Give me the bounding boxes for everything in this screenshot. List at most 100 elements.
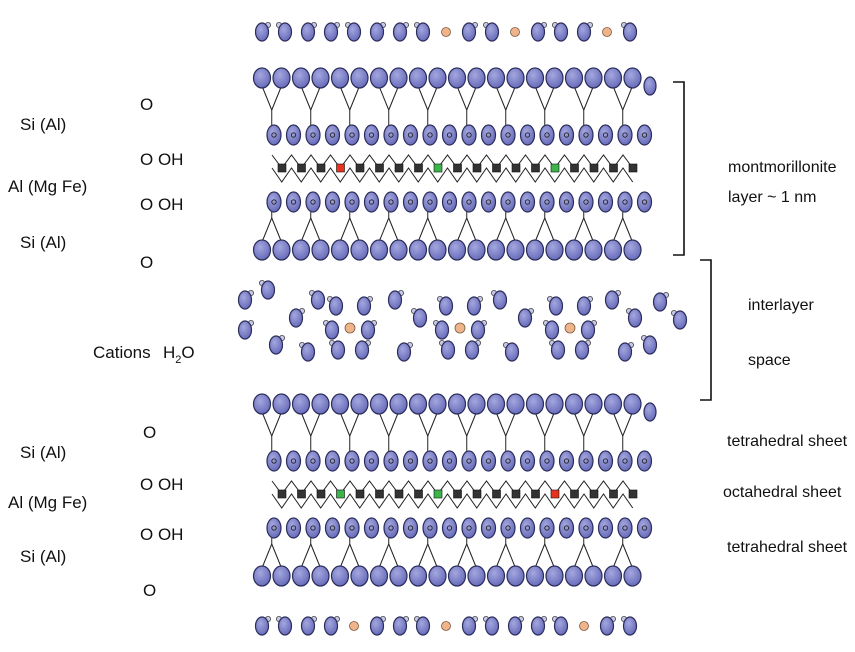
- hydrogen-mark: [622, 199, 628, 205]
- label-o-top-2: O: [140, 253, 153, 272]
- label-al-mg-fe-bot: Al (Mg Fe): [8, 493, 87, 512]
- water-oxygen: [323, 22, 339, 42]
- octahedral-mg-substitution: [336, 489, 345, 499]
- basal-oxygen: [623, 239, 642, 261]
- water-oxygen: [652, 292, 668, 312]
- hydroxyl-oxygen-atom: [597, 517, 614, 539]
- basal-oxygen: [408, 67, 428, 89]
- hydrogen-mark: [368, 458, 375, 464]
- water-oxygen: [268, 335, 284, 355]
- basal-oxygen: [428, 393, 447, 415]
- bond: [339, 543, 351, 569]
- hydrogen-mark: [466, 199, 472, 205]
- hydroxyl-oxygen-atom: [500, 450, 516, 472]
- basal-oxygen: [369, 565, 389, 587]
- water-oxygen: [328, 296, 344, 316]
- hydroxyl-oxygen-atom: [558, 450, 575, 472]
- hydrogen-mark: [388, 525, 394, 531]
- basal-oxygen: [330, 393, 350, 415]
- hydrogen-mark: [290, 458, 297, 464]
- hydroxyl-oxygen-atom: [363, 191, 380, 213]
- hydrogen-mark: [271, 132, 277, 138]
- water-oxygen: [553, 22, 569, 42]
- basal-oxygen: [506, 393, 525, 415]
- bond: [310, 543, 321, 569]
- hydrogen-mark: [602, 525, 609, 531]
- hydrogen-mark: [544, 132, 550, 138]
- hydroxyl-oxygen-atom: [558, 191, 575, 213]
- hydrogen-mark: [563, 525, 570, 531]
- interlayer-water-bottom: [254, 616, 638, 636]
- hydrogen-mark: [388, 199, 394, 205]
- bond: [466, 411, 477, 437]
- water-oxygen: [392, 616, 408, 636]
- hydrogen-mark: [544, 525, 550, 531]
- octahedral-al-atom: [453, 489, 462, 499]
- bond: [378, 411, 390, 437]
- hydrogen-mark: [485, 199, 492, 205]
- basal-oxygen: [291, 393, 311, 415]
- basal-oxygen: [486, 239, 506, 261]
- water-oxygen: [254, 22, 270, 42]
- bond: [427, 217, 438, 243]
- hydroxyl-oxygen-atom: [441, 450, 458, 472]
- basal-oxygen: [525, 393, 545, 415]
- hydrogen-mark: [427, 525, 433, 531]
- water-oxygen: [544, 320, 560, 340]
- bond: [456, 543, 468, 569]
- basal-oxygen: [584, 239, 603, 261]
- hydrogen-mark: [583, 525, 589, 531]
- bond: [583, 217, 594, 243]
- label-cations: Cations: [93, 343, 151, 362]
- water-oxygen: [288, 308, 304, 328]
- edge-water-oxygen: [643, 402, 657, 422]
- basal-oxygen: [252, 239, 272, 261]
- basal-oxygen: [389, 393, 408, 415]
- basal-oxygen: [506, 239, 525, 261]
- hydroxyl-oxygen-atom: [480, 450, 497, 472]
- hydrogen-mark: [602, 199, 609, 205]
- hydroxyl-oxygen-atom: [441, 124, 458, 146]
- octahedral-al-atom: [316, 489, 326, 499]
- interlayer-cation: [510, 27, 520, 37]
- bond: [271, 217, 282, 243]
- basal-oxygen: [584, 67, 603, 89]
- basal-oxygen: [389, 565, 408, 587]
- hydrogen-mark: [641, 458, 648, 464]
- hydroxyl-oxygen-atom: [636, 450, 653, 472]
- bond: [505, 411, 516, 437]
- octahedral-al-atom: [589, 163, 599, 173]
- edge-water-oxygen: [643, 76, 657, 96]
- basal-oxygen: [369, 393, 389, 415]
- interlayer-cation: [602, 27, 612, 37]
- hydrogen-mark: [485, 525, 492, 531]
- bond: [456, 411, 468, 437]
- label-si-al-bot-1: Si (Al): [20, 443, 66, 462]
- water-oxygen: [622, 22, 638, 42]
- hydrogen-mark: [505, 525, 511, 531]
- basal-oxygen: [291, 565, 311, 587]
- basal-oxygen: [584, 393, 603, 415]
- bond: [544, 217, 555, 243]
- hydrogen-mark: [427, 132, 433, 138]
- hydroxyl-oxygen-atom: [558, 517, 575, 539]
- hydrogen-mark: [485, 458, 492, 464]
- hydrogen-mark: [427, 458, 433, 464]
- hydrogen-mark: [505, 132, 511, 138]
- basal-oxygen: [408, 239, 428, 261]
- hydroxyl-oxygen-atom: [539, 191, 555, 213]
- bond: [261, 85, 273, 111]
- interlayer-cation: [579, 621, 589, 631]
- bond: [261, 217, 273, 243]
- water-oxygen: [354, 340, 370, 360]
- octahedral-al-atom: [472, 489, 482, 499]
- water-oxygen: [576, 22, 592, 42]
- hydrogen-mark: [407, 525, 414, 531]
- hydroxyl-oxygen-atom: [597, 124, 614, 146]
- hydrogen-mark: [563, 458, 570, 464]
- hydroxyl-oxygen-atom: [344, 191, 360, 213]
- basal-oxygen: [564, 393, 584, 415]
- basal-oxygen: [369, 67, 389, 89]
- hydrogen-mark: [544, 199, 550, 205]
